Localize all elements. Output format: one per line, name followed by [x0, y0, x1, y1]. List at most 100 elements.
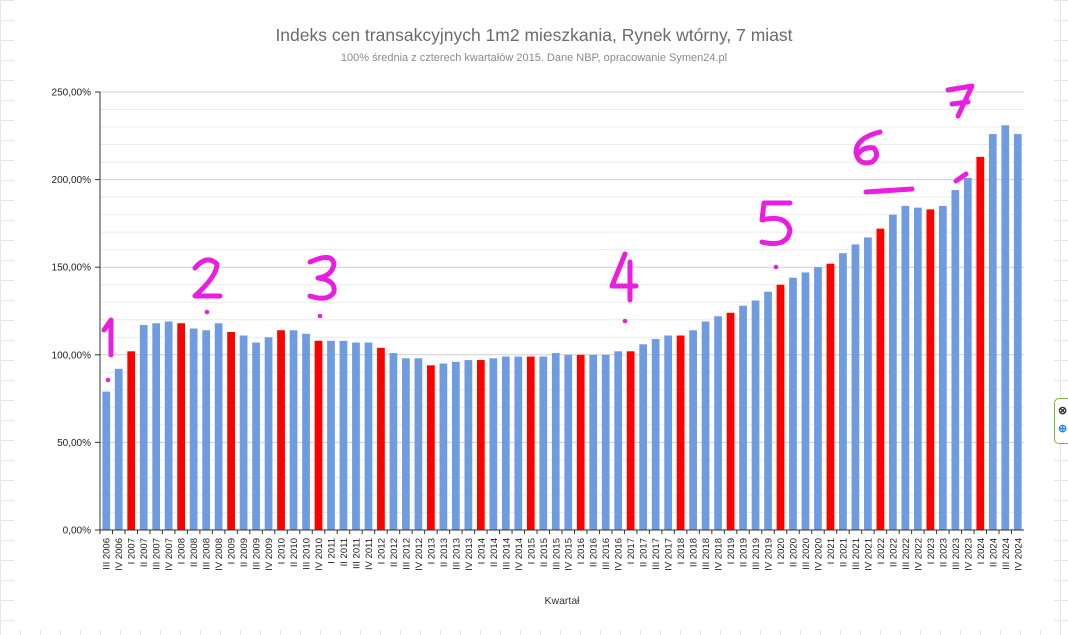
x-tick-label: III 2015: [551, 538, 562, 570]
side-widget[interactable]: ⊗ ⊕: [1054, 398, 1068, 444]
x-tick-label: IV 2012: [414, 538, 425, 571]
bar: [439, 363, 448, 530]
bar: [839, 253, 847, 530]
bar: [514, 356, 523, 530]
bar: [139, 325, 148, 530]
annotation-1-dot: [105, 377, 111, 383]
edit-icon[interactable]: ⊕: [1058, 423, 1068, 435]
bar: [227, 332, 235, 530]
x-tick-label: III 2014: [501, 538, 512, 570]
bar: [764, 291, 772, 530]
bar: [302, 333, 310, 530]
annotation-4-dot: [622, 318, 628, 324]
bar: [289, 330, 298, 530]
bar: [526, 356, 535, 530]
bar: [102, 391, 111, 530]
y-tick-label: 250,00%: [52, 88, 92, 99]
x-tick-label: I 2015: [526, 538, 537, 564]
x-tick-label: III 2017: [651, 538, 662, 570]
bar: [589, 354, 598, 530]
annotation-7: [945, 83, 975, 119]
x-tick-label: IV 2022: [913, 538, 924, 571]
x-tick-label: II 2009: [239, 538, 250, 567]
bar: [202, 330, 211, 530]
bar: [339, 340, 348, 530]
annotation-4: [609, 251, 639, 303]
x-tick-label: III 2011: [351, 538, 362, 569]
x-tick-label: III 2022: [901, 538, 912, 570]
x-tick-label: III 2019: [751, 538, 762, 570]
x-tick-label: III 2010: [302, 538, 313, 570]
bar: [214, 323, 223, 530]
x-tick-label: II 2012: [389, 538, 400, 567]
bar: [576, 354, 585, 530]
x-tick-label: II 2010: [289, 538, 300, 567]
handwritten-annotations: [101, 83, 975, 383]
x-tick-label: I 2017: [626, 538, 637, 564]
bar: [864, 237, 872, 530]
x-tick-label: IV 2016: [614, 538, 625, 571]
bar: [377, 347, 385, 530]
bar: [739, 305, 747, 530]
bar: [476, 360, 485, 530]
x-tick-label: III 2024: [1001, 538, 1012, 570]
bar: [152, 323, 161, 530]
y-tick-label: 50,00%: [57, 438, 91, 449]
bar: [551, 353, 560, 530]
bar: [901, 205, 910, 530]
bar: [826, 263, 835, 530]
bar: [789, 277, 797, 530]
x-tick-label: II 2021: [838, 538, 849, 567]
x-tick-label: III 2009: [252, 538, 263, 570]
x-tick-label: IV 2017: [664, 538, 675, 571]
x-tick-label: II 2016: [589, 538, 600, 567]
bar: [252, 342, 260, 530]
x-tick-label: II 2019: [739, 538, 750, 567]
bar: [951, 190, 960, 530]
bar: [651, 339, 660, 530]
x-tick-label: III 2007: [152, 538, 163, 570]
bar: [664, 335, 673, 530]
x-tick-label: I 2016: [576, 538, 587, 564]
x-tick-label: I 2009: [227, 538, 238, 564]
bar: [601, 354, 610, 530]
x-tick-label: I 2013: [426, 538, 437, 564]
bar: [701, 321, 710, 530]
bar: [639, 344, 648, 530]
x-tick-label: I 2008: [177, 538, 188, 564]
annotation-1: [101, 317, 114, 358]
annotation-7-dash: [953, 171, 969, 184]
y-tick-label: 0,00%: [63, 526, 91, 537]
x-tick-label: III 2006: [102, 538, 113, 570]
y-tick-label: 150,00%: [52, 263, 92, 274]
x-tick-label: IV 2015: [564, 538, 575, 571]
x-tick-label: III 2012: [401, 538, 412, 570]
bar: [414, 358, 423, 530]
bar: [1001, 125, 1010, 531]
bar: [851, 244, 860, 530]
x-tick-label: II 2007: [139, 538, 150, 567]
x-tick-label: I 2011: [327, 538, 338, 564]
x-tick-label: III 2016: [601, 538, 612, 570]
x-tick-label: II 2015: [539, 538, 550, 567]
bar: [976, 156, 985, 530]
bar: [776, 284, 785, 530]
bar: [451, 361, 460, 530]
bar: [501, 356, 510, 530]
x-tick-label: II 2020: [789, 538, 800, 567]
bar: [689, 330, 697, 530]
annotation-5-dot: [773, 264, 779, 270]
x-tick-label: III 2013: [451, 538, 462, 570]
bar: [614, 351, 623, 530]
bar: [626, 351, 635, 530]
bar: [676, 335, 685, 530]
bar: [327, 340, 335, 530]
bar: [489, 358, 498, 530]
bar: [264, 337, 273, 530]
x-tick-label: IV 2019: [764, 538, 775, 571]
x-tick-label: III 2021: [851, 538, 862, 570]
x-axis-title: Kwartał: [544, 595, 580, 607]
x-tick-label: I 2007: [127, 538, 138, 564]
close-icon[interactable]: ⊗: [1058, 405, 1068, 417]
bar: [926, 209, 935, 530]
